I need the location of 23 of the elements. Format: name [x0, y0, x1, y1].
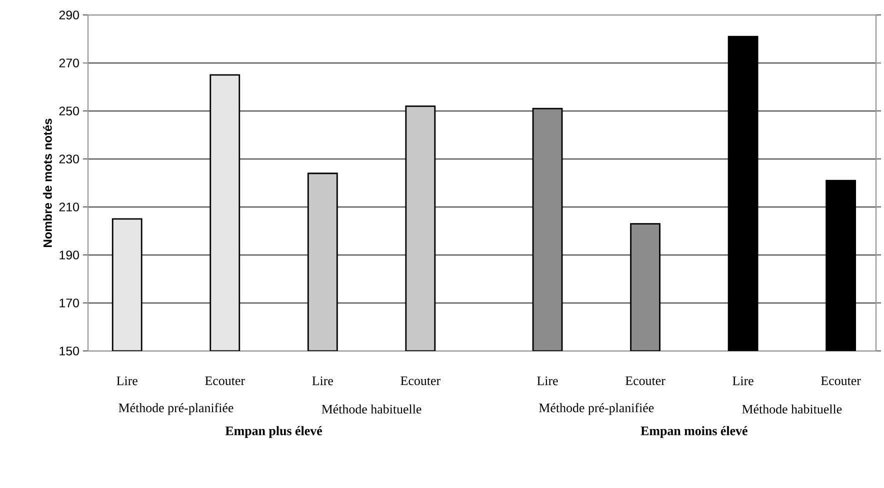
text: Méthode habituelle — [742, 404, 842, 414]
x-tick-label: Lire — [116, 376, 138, 386]
y-tick-label: 270 — [59, 58, 79, 68]
x-tick-label: Lire — [312, 376, 333, 386]
x-tick-label: Lire — [732, 376, 754, 386]
text: Méthode habituelle — [322, 404, 422, 414]
x-tick-label: Ecouter — [626, 376, 666, 386]
y-tick-label: 170 — [60, 298, 79, 308]
text: Empan moins élevé — [640, 426, 748, 438]
x-tick-label: Lire — [537, 376, 558, 386]
y-tick-label: 230 — [59, 154, 79, 164]
y-axis-title: Nombre de mots notés — [42, 118, 52, 247]
y-tick-label: 150 — [60, 346, 79, 356]
y-tick-label: 290 — [59, 10, 79, 20]
y-tick-label: 250 — [59, 106, 79, 116]
text: Empan plus élevé — [225, 426, 322, 438]
x-tick-label: Ecouter — [205, 376, 245, 386]
y-tick-label: 210 — [59, 202, 79, 212]
y-tick-label: 190 — [60, 250, 79, 260]
x-tick-label: Ecouter — [821, 376, 861, 386]
text: Méthode pré-planifiée — [539, 403, 654, 415]
x-tick-label: Ecouter — [400, 376, 440, 386]
text: Méthode pré-planifiée — [118, 403, 234, 415]
